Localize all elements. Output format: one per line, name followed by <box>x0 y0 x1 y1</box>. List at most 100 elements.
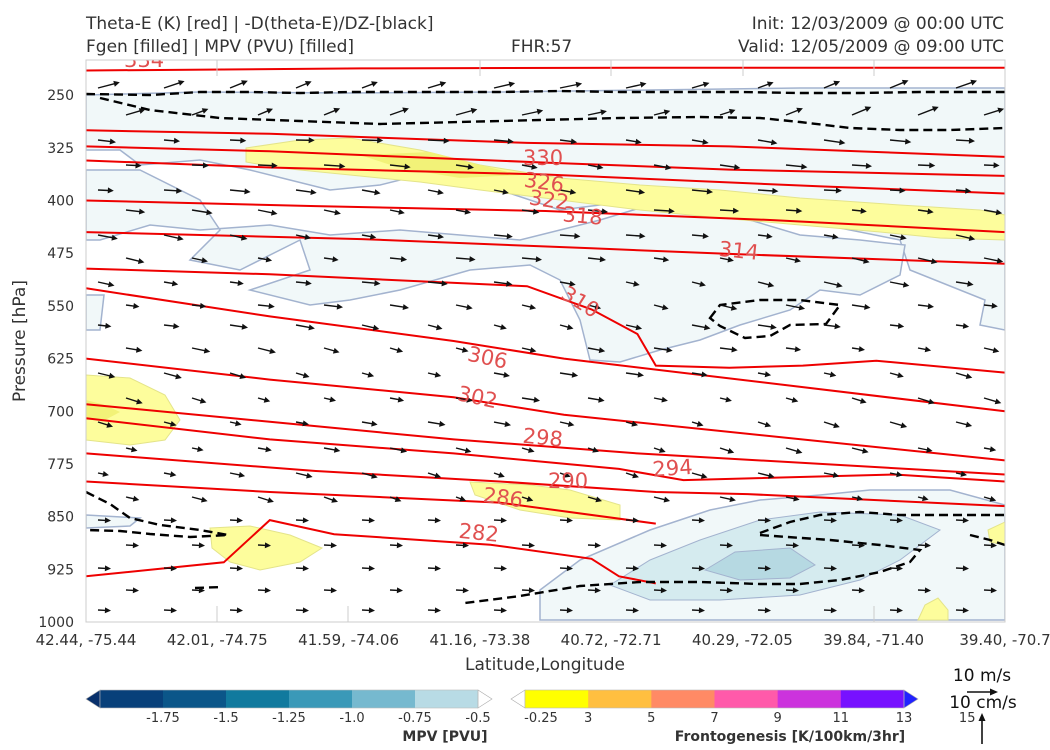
wind-vector-head <box>860 397 867 404</box>
wind-vector-head <box>666 347 673 353</box>
mpv-colorbar-segment <box>415 690 479 708</box>
wind-vector <box>917 496 924 500</box>
wind-vector-head <box>990 542 997 549</box>
wind-vector-head <box>372 324 380 331</box>
wind-vector <box>587 347 601 351</box>
wind-vector <box>719 257 730 261</box>
wind-vector-head <box>138 108 146 114</box>
wind-vector <box>653 209 670 212</box>
mpv-colorbar-title: MPV [PVU] <box>402 729 487 745</box>
wind-vector <box>125 347 138 351</box>
wind-vector-head <box>638 188 646 195</box>
theta-e-contour-334 <box>86 66 1005 72</box>
wind-vector-head <box>404 163 411 170</box>
wind-vector-head <box>266 108 273 114</box>
wind-vector-head <box>997 107 1005 114</box>
wind-vector <box>191 496 203 501</box>
wind-vector <box>361 189 376 194</box>
wind-vector <box>851 209 862 212</box>
wind-vector <box>559 83 578 89</box>
wind-vector <box>229 324 244 328</box>
wind-vector-head <box>992 347 1000 354</box>
wind-vector-head <box>436 324 443 331</box>
wind-vector-head <box>333 107 341 114</box>
wind-vector <box>587 164 599 168</box>
wind-vector <box>823 189 837 192</box>
wind-vector <box>97 189 109 192</box>
theta-e-contour-318 <box>86 199 1005 234</box>
wind-vector-head <box>594 304 602 310</box>
wind-vector-head <box>764 607 771 614</box>
wind-vector-head <box>137 258 145 264</box>
wind-vector-head <box>437 189 444 195</box>
wind-vector-head <box>993 162 1000 169</box>
wind-vector <box>559 281 571 285</box>
wind-vector <box>889 234 902 239</box>
wind-vector-head <box>902 281 910 288</box>
wind-vector-head <box>896 517 903 524</box>
wind-vector-head <box>830 565 837 572</box>
wind-vector <box>625 189 641 193</box>
wind-vector <box>889 139 907 143</box>
wind-vector-head <box>402 107 409 114</box>
wind-vector <box>493 281 508 285</box>
wind-vector <box>823 324 836 328</box>
wind-vector-head <box>268 303 275 310</box>
wind-vector <box>587 209 604 213</box>
wind-vector-head <box>434 565 441 572</box>
wind-vector-head <box>434 472 442 479</box>
wind-vector-head <box>858 346 865 352</box>
wind-vector <box>889 324 900 327</box>
theta-e-contour-322 <box>86 159 1005 195</box>
wind-vector-head <box>535 256 542 263</box>
wind-vector <box>917 209 929 213</box>
wind-vector-head <box>197 446 204 452</box>
wind-vector <box>427 421 441 425</box>
wind-vector-head <box>264 542 271 549</box>
wind-vector <box>983 347 995 352</box>
wind-vector-head <box>962 517 969 524</box>
wind-vector-head <box>663 109 671 116</box>
wind-vector <box>323 496 334 501</box>
wind-vector-head <box>594 542 601 549</box>
wind-vector <box>955 324 965 327</box>
wind-vector <box>983 496 992 500</box>
wind-vector-head <box>922 495 929 502</box>
wind-vector-head <box>833 80 841 87</box>
wind-vector <box>691 139 704 143</box>
wind-vector <box>785 496 795 500</box>
wind-vector-head <box>764 371 772 378</box>
wind-vector-head <box>240 234 248 241</box>
theta-e-label-294: 294 <box>652 455 694 482</box>
wind-vector-head <box>932 106 939 112</box>
wind-vector-head <box>108 372 116 379</box>
theta-e-contour-310 <box>86 267 1005 374</box>
wind-vector-head <box>598 347 606 354</box>
wind-vector-head <box>394 496 402 502</box>
wind-vector <box>257 209 273 214</box>
theta-e-contour-286 <box>86 480 656 525</box>
wind-vector <box>587 304 597 308</box>
wind-vector <box>757 281 770 286</box>
wind-vector-head <box>377 137 384 144</box>
wind-vector <box>389 164 406 168</box>
wind-vector-head <box>659 447 666 453</box>
wind-vector-head <box>764 421 772 428</box>
wind-vector <box>389 209 401 213</box>
theta-e-contour-282 <box>86 519 656 585</box>
wind-vector-head <box>990 587 997 594</box>
wind-vector-head <box>772 187 779 194</box>
wind-vector-head <box>698 517 705 524</box>
wind-vector <box>955 81 973 89</box>
wind-vector-head <box>635 138 642 145</box>
wind-vector <box>257 110 269 116</box>
wind-vector-head <box>864 106 872 112</box>
wind-vector-head <box>996 257 1004 264</box>
wind-vector-head <box>240 137 247 144</box>
wind-vector-head <box>302 607 309 614</box>
wind-vector <box>917 447 928 451</box>
wind-vector-head <box>374 189 381 196</box>
wind-vector <box>295 189 312 193</box>
theta-e-contour-302 <box>86 357 1005 462</box>
wind-vector <box>295 324 311 329</box>
